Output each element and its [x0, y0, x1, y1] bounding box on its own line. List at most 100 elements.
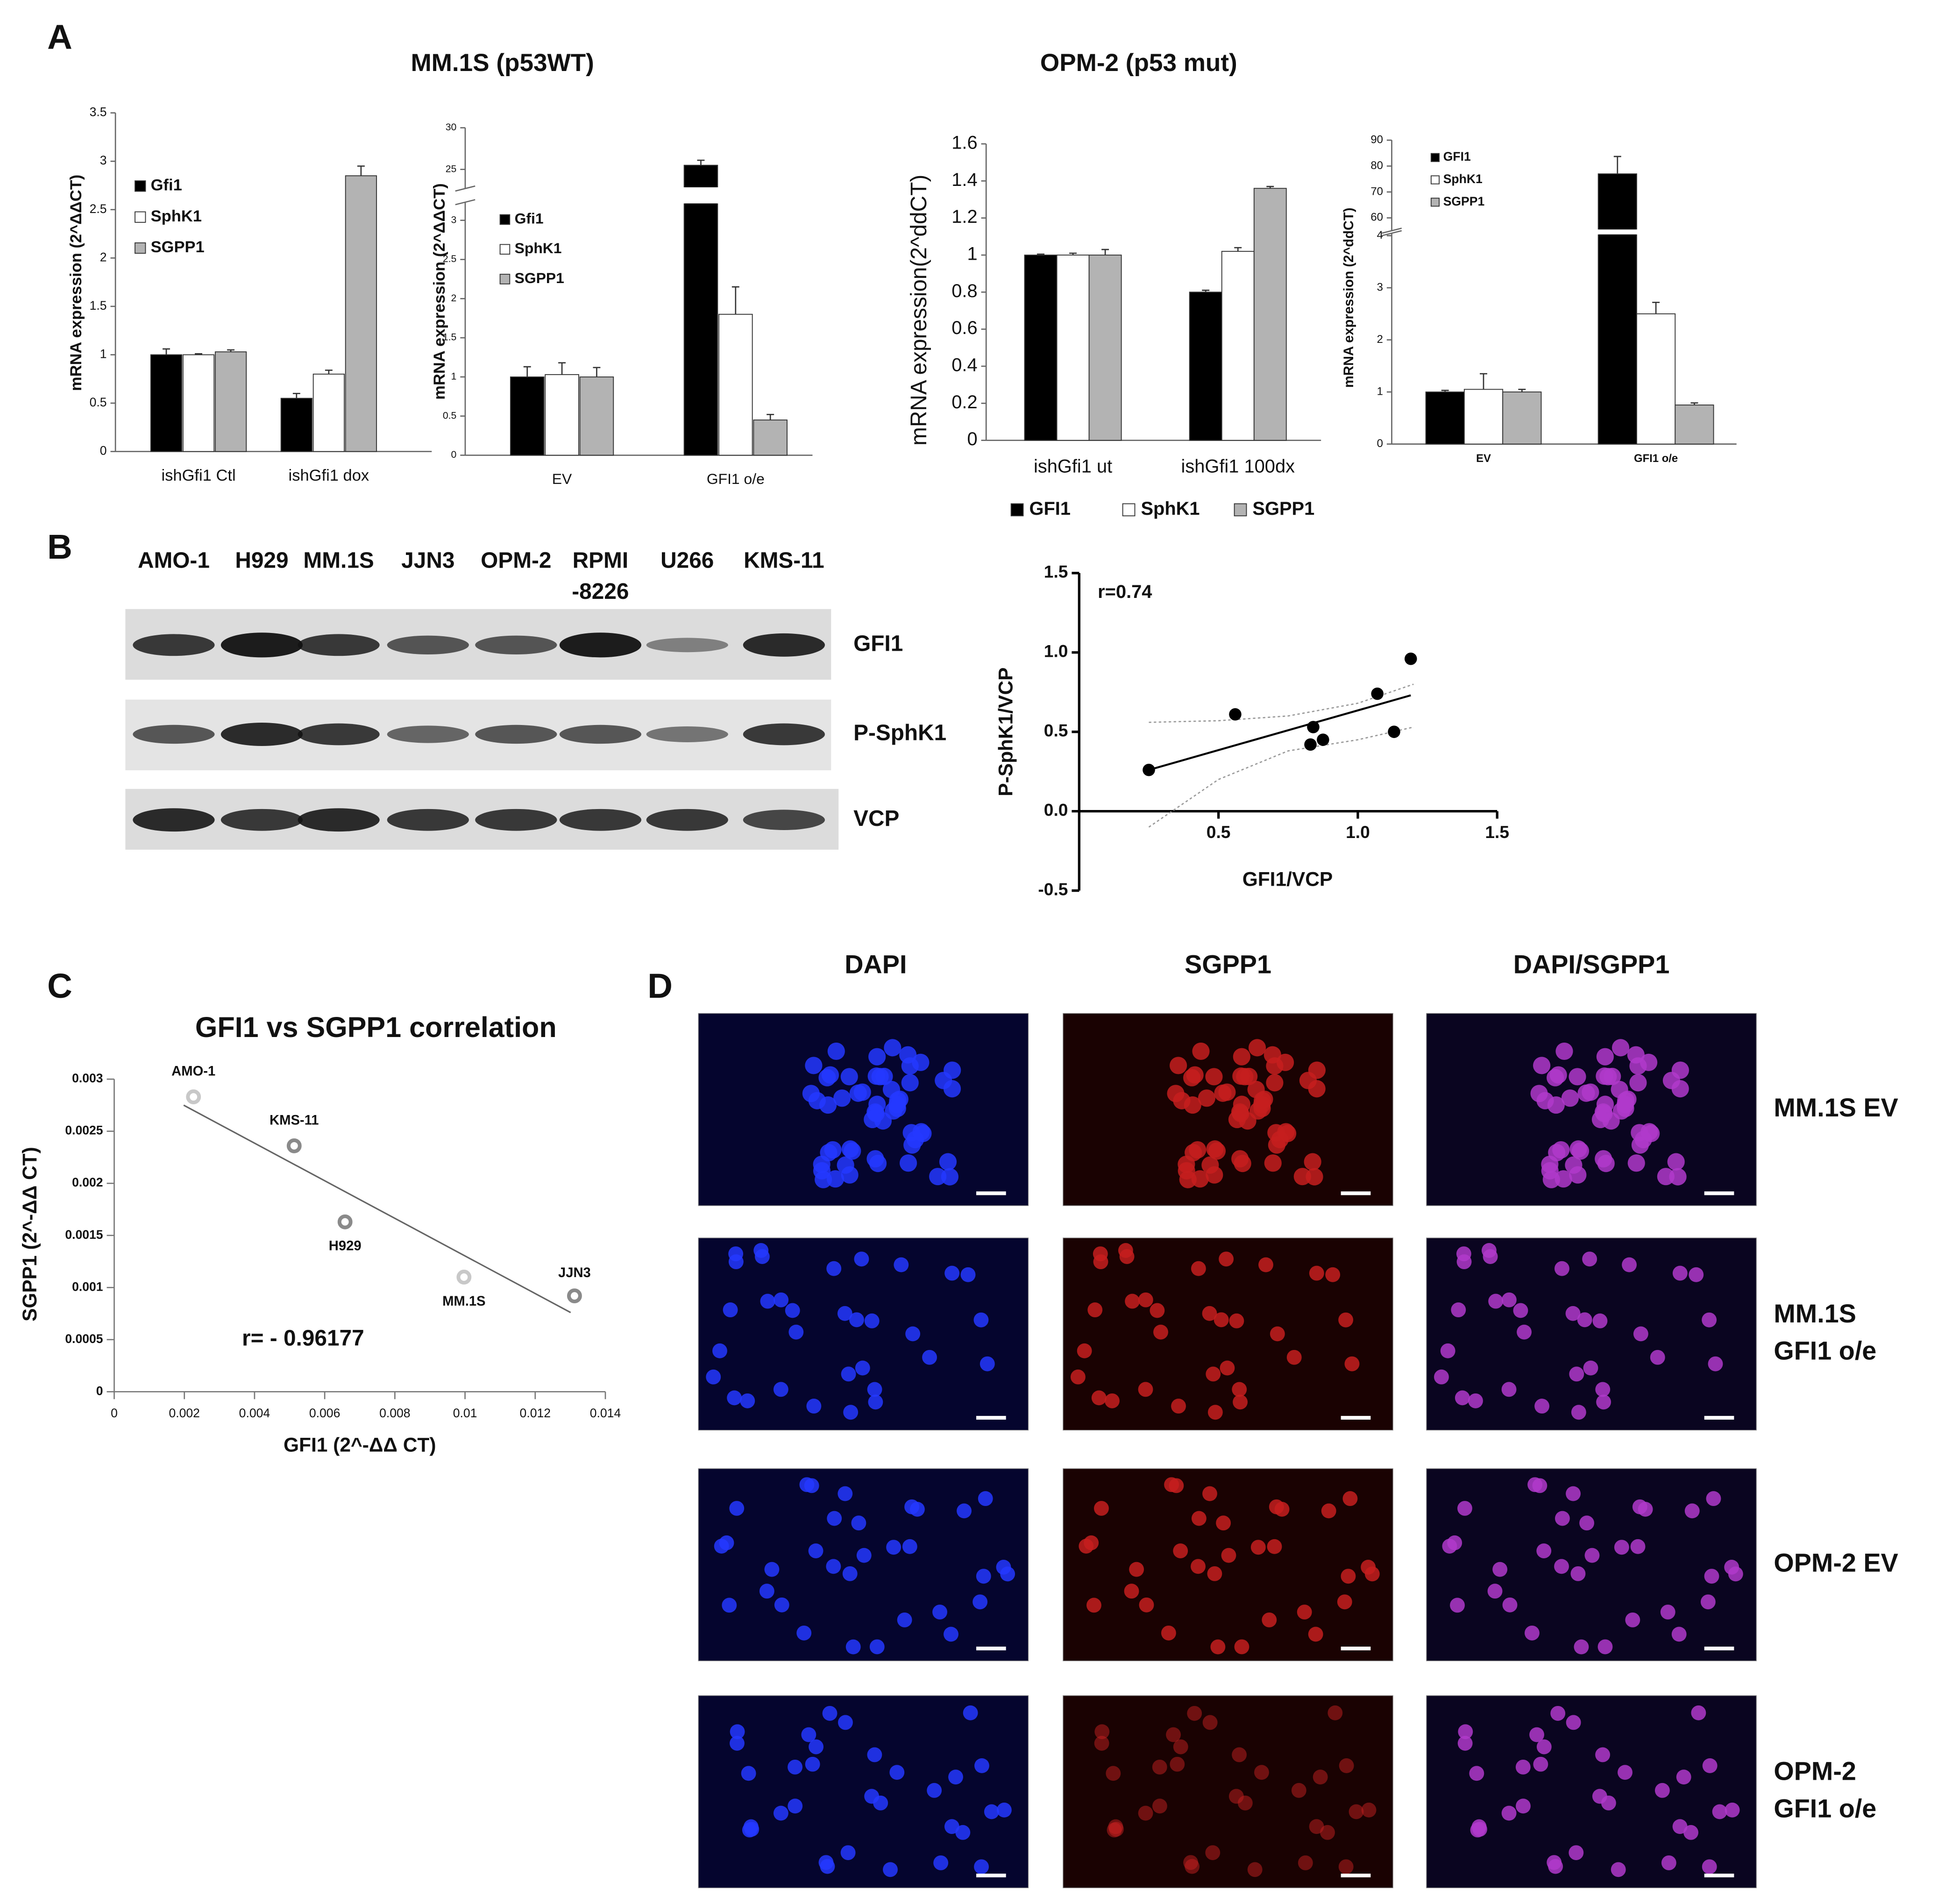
cell: [1654, 1783, 1670, 1798]
cell: [1232, 1747, 1247, 1762]
cell: [1524, 1625, 1540, 1641]
cell: [1234, 1639, 1249, 1655]
cell: [1700, 1594, 1716, 1610]
blot-row-label: GFI1: [853, 631, 903, 656]
bar: [1463, 389, 1504, 445]
panel-label: C: [47, 966, 72, 1005]
x-tick-label: 1.5: [1485, 822, 1509, 842]
cell: [1702, 1312, 1717, 1328]
cell: [932, 1605, 947, 1620]
x-tick-label: 0.5: [1207, 822, 1231, 842]
cell: [1262, 1612, 1277, 1627]
cell: [1708, 1356, 1723, 1371]
cell: [855, 1360, 870, 1376]
error-bar: [1266, 185, 1274, 189]
cell: [1124, 1584, 1139, 1599]
cell: [1554, 1559, 1569, 1574]
blot-band: [387, 809, 469, 831]
cell: [1529, 1727, 1544, 1742]
cell: [1191, 1261, 1206, 1276]
y-tick-label: 2: [1377, 333, 1383, 346]
cell: [729, 1501, 745, 1516]
cell: [796, 1625, 812, 1641]
bar: [510, 376, 545, 456]
column-label: DAPI/SGPP1: [1513, 950, 1670, 979]
cell: [1309, 1819, 1324, 1834]
cell: [1094, 1735, 1109, 1751]
cell: [1689, 1267, 1704, 1282]
blot-band: [220, 632, 303, 658]
cell: [1534, 1399, 1550, 1414]
cell: [1234, 1155, 1251, 1172]
cell: [869, 1155, 887, 1172]
bar: [753, 419, 788, 456]
y-tick-label: 0.5: [443, 410, 457, 421]
blot-band: [220, 723, 303, 746]
cell: [1660, 1605, 1675, 1620]
cell: [1457, 1735, 1473, 1751]
legend-label: SphK1: [1443, 172, 1483, 186]
blot-band: [387, 725, 469, 743]
fit-line: [1148, 694, 1411, 771]
legend-swatch: [1430, 198, 1440, 207]
lane-label: JJN3: [401, 548, 454, 573]
cell: [1611, 1862, 1626, 1877]
cell: [1516, 1798, 1531, 1814]
cell: [773, 1382, 788, 1397]
legend-swatch: [135, 242, 146, 254]
cell: [1702, 1758, 1718, 1773]
cell: [1299, 1072, 1317, 1089]
cell: [1173, 1543, 1188, 1558]
y-tick-label: 1.5: [90, 298, 107, 313]
confidence-band: [1148, 726, 1414, 828]
cell: [1595, 1747, 1611, 1762]
cell: [1091, 1390, 1107, 1406]
cell: [1597, 1155, 1615, 1172]
error-bar: [523, 366, 531, 377]
cell: [1662, 1072, 1681, 1089]
cell: [1434, 1369, 1449, 1385]
cell: [1207, 1405, 1223, 1420]
cell: [1320, 1825, 1335, 1840]
cell: [1277, 1053, 1294, 1071]
cell: [841, 1166, 859, 1184]
cell: [944, 1819, 959, 1834]
cell: [868, 1048, 886, 1066]
cell: [1094, 1724, 1110, 1740]
cell: [841, 1366, 856, 1382]
bar: [1056, 255, 1090, 441]
cell: [1669, 1168, 1687, 1186]
cell: [1627, 1154, 1645, 1172]
cell: [1550, 1705, 1566, 1721]
cell: [1579, 1515, 1595, 1531]
cell: [806, 1399, 822, 1414]
lane-label: H929: [235, 548, 288, 573]
y-tick-label: 1: [451, 371, 457, 382]
x-tick-label: ishGfi1 dox: [289, 467, 369, 484]
point: [1307, 721, 1320, 733]
cell: [886, 1540, 902, 1555]
cell: [912, 1053, 930, 1071]
blot-row-label: P-SphK1: [853, 721, 946, 746]
cell: [838, 1715, 853, 1730]
cell: [935, 1072, 952, 1089]
point-label: AMO-1: [171, 1064, 215, 1079]
bar: [1221, 251, 1255, 441]
cell: [906, 1131, 924, 1149]
x-tick-label: 0.014: [590, 1406, 621, 1420]
cell: [1667, 1153, 1685, 1171]
error-bar: [1518, 389, 1526, 392]
y-tick-label: 0.0: [1044, 800, 1068, 819]
blot-band: [646, 809, 728, 831]
cell: [1207, 1566, 1222, 1581]
y-axis-label: mRNA expression(2^ddCT): [907, 175, 931, 446]
cell: [1264, 1154, 1282, 1172]
cell: [1248, 1039, 1266, 1057]
axis-break-gap: [459, 188, 472, 202]
bar: [1189, 291, 1222, 441]
cell: [1487, 1584, 1503, 1599]
cell: [1173, 1739, 1188, 1755]
bar: [1675, 405, 1714, 445]
cell: [785, 1303, 800, 1318]
